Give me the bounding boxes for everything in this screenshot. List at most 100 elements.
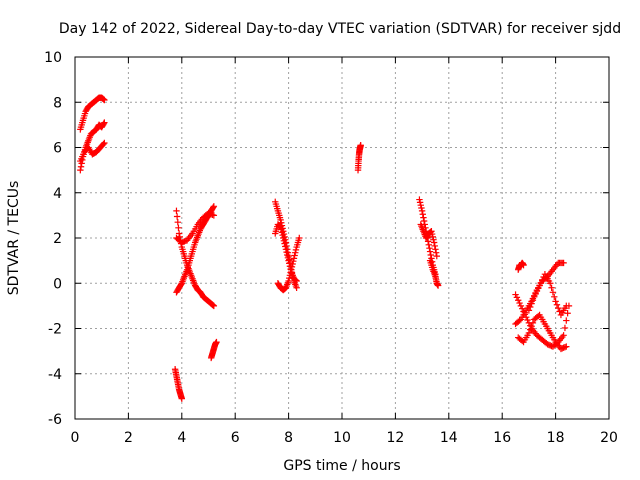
y-tick-label: -4: [48, 367, 62, 383]
data-point: [525, 307, 533, 314]
data-point: [175, 224, 182, 232]
x-tick-label: 4: [177, 430, 186, 446]
y-tick-label: 0: [53, 276, 62, 292]
data-point: [420, 217, 428, 225]
data-point: [419, 211, 426, 218]
y-tick-label: 6: [53, 141, 62, 157]
data-point: [280, 237, 288, 245]
data-point: [533, 287, 541, 295]
data-point: [278, 226, 285, 233]
data-point: [287, 269, 294, 276]
data-point: [178, 395, 185, 402]
data-point: [430, 236, 437, 243]
data-point: [560, 332, 567, 339]
data-point: [537, 279, 545, 286]
data-point: [425, 241, 432, 248]
data-point: [291, 252, 298, 259]
data-point: [210, 212, 218, 219]
data-point: [517, 302, 525, 310]
data-point: [547, 280, 554, 287]
data-point: [516, 317, 523, 324]
data-point: [536, 282, 543, 289]
data-point: [512, 291, 519, 298]
data-point: [101, 119, 108, 126]
data-point: [553, 301, 561, 308]
data-point: [549, 289, 557, 296]
data-point: [293, 284, 300, 291]
data-point: [519, 305, 526, 312]
data-point: [429, 233, 436, 241]
data-point: [173, 207, 180, 215]
data-point: [296, 234, 303, 242]
data-point: [428, 228, 435, 235]
data-point: [288, 266, 295, 273]
data-point: [563, 302, 570, 310]
data-point: [525, 329, 533, 337]
data-point: [527, 303, 534, 311]
data-point: [539, 276, 546, 284]
data-point: [432, 249, 440, 256]
data-point: [520, 261, 527, 269]
data-point: [524, 316, 531, 324]
data-point: [286, 272, 294, 279]
data-point: [417, 201, 424, 209]
data-point: [515, 297, 522, 304]
y-axis-label: SDTVAR / TECUs: [6, 181, 22, 296]
data-point: [418, 207, 426, 215]
data-point: [290, 255, 298, 262]
data-point: [282, 246, 290, 253]
data-point: [528, 323, 535, 330]
data-marks: [77, 94, 573, 402]
data-point: [426, 244, 433, 252]
x-tick-label: 14: [440, 430, 458, 446]
data-point: [532, 290, 539, 298]
x-tick-label: 8: [284, 430, 293, 446]
data-point: [528, 300, 535, 307]
data-point: [288, 263, 296, 271]
data-point: [527, 326, 534, 333]
data-point: [77, 163, 85, 170]
data-point: [552, 298, 559, 305]
data-point: [416, 199, 424, 206]
data-point: [284, 251, 291, 259]
data-point: [292, 249, 299, 256]
data-point: [564, 310, 571, 317]
data-point: [430, 239, 438, 246]
data-point: [432, 246, 439, 253]
x-axis-label: GPS time / hours: [283, 458, 400, 474]
x-tick-label: 20: [600, 430, 618, 446]
x-tick-label: 12: [386, 430, 404, 446]
data-point: [293, 277, 300, 285]
data-point: [555, 304, 562, 312]
data-point: [424, 238, 432, 245]
grid: [75, 57, 609, 419]
data-point: [277, 216, 284, 224]
x-tick-label: 6: [231, 430, 240, 446]
x-tick-label: 2: [124, 430, 133, 446]
data-point: [283, 248, 290, 256]
data-point: [280, 234, 287, 242]
data-point: [427, 251, 434, 259]
data-point: [210, 203, 218, 210]
data-point: [174, 218, 181, 226]
y-tick-label: 10: [44, 50, 62, 66]
data-point: [563, 317, 570, 324]
data-point: [513, 294, 521, 301]
data-point: [416, 196, 423, 203]
data-point: [278, 229, 286, 236]
data-point: [290, 257, 297, 265]
data-point: [433, 252, 440, 260]
data-point: [418, 204, 425, 212]
y-tick-label: -6: [48, 412, 62, 428]
data-point: [286, 274, 293, 282]
data-point: [100, 120, 107, 127]
y-tick-label: 8: [53, 95, 62, 111]
data-point: [516, 299, 523, 307]
chart-title: Day 142 of 2022, Sidereal Day-to-day VTE…: [59, 21, 621, 37]
data-point: [529, 319, 537, 327]
data-point: [531, 293, 538, 301]
y-tick-label: -2: [48, 322, 62, 338]
data-point: [560, 259, 567, 267]
data-point: [563, 343, 570, 350]
